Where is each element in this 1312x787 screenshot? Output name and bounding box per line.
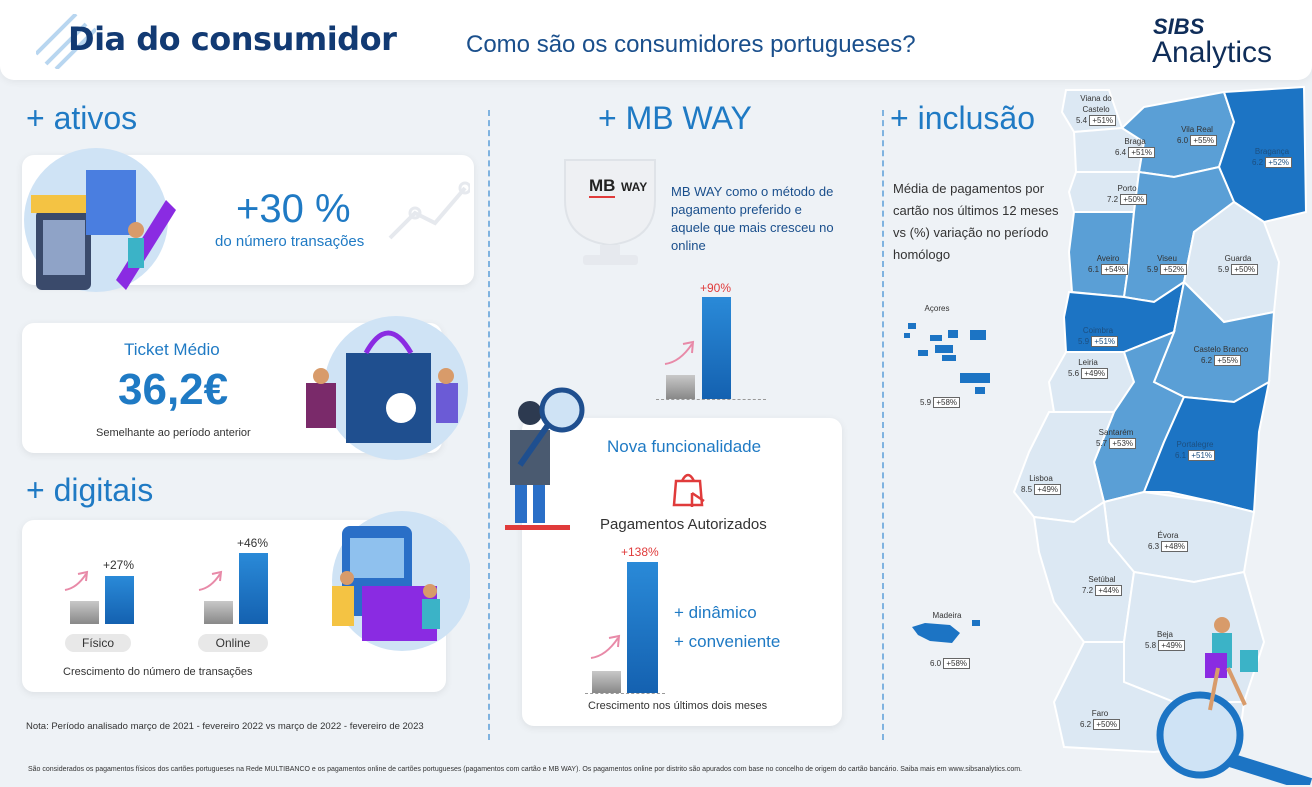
section-title-inclusao: + inclusão <box>890 100 1035 136</box>
mbway-bar-before <box>666 375 695 399</box>
acores-map <box>904 323 990 394</box>
district-label-lisboa: Lisboa 8.5 +49% <box>1016 473 1066 495</box>
district-label-beja: Beja 5.8 +49% <box>1137 629 1193 651</box>
district-label-setubal: Setúbal 7.2 +44% <box>1074 574 1130 596</box>
ativos-stat-value: +30 % <box>236 187 351 231</box>
shopping-bag-click-icon <box>672 473 705 507</box>
fisico-pct: +27% <box>103 558 135 572</box>
online-shopping-illustration <box>332 511 470 651</box>
logo-sibs: SIBS <box>1153 14 1205 39</box>
madeira-value: 6.0 +58% <box>925 658 975 669</box>
district-label-evora: Évora 6.3 +48% <box>1140 530 1196 552</box>
page-subtitle: Como são os consumidores portugueses? <box>466 31 916 58</box>
district-label-aveiro: Aveiro 6.1 +54% <box>1083 253 1133 275</box>
section-title-digitais: + digitais <box>26 472 154 508</box>
mbway-logo-way: WAY <box>621 180 648 194</box>
feature-title: Nova funcionalidade <box>607 437 762 456</box>
district-label-coimbra: Coimbra 5.9 +51% <box>1070 325 1126 347</box>
acores-name: Açores <box>924 304 950 313</box>
trophy-icon <box>564 159 656 265</box>
digitais-caption: Crescimento do número de transações <box>63 666 253 678</box>
ticket-value: 36,2€ <box>118 365 229 414</box>
fisico-bar-after <box>105 576 134 624</box>
mbway-description: MB WAY como o método de pagamento prefer… <box>671 184 834 253</box>
footnote: Nota: Período analisado março de 2021 - … <box>26 721 424 732</box>
district-label-porto: Porto 7.2 +50% <box>1102 183 1152 205</box>
district-label-braga: Braga 6.4 +51% <box>1110 136 1160 158</box>
mbway-growth-pct: +90% <box>700 281 732 295</box>
page-title: Dia do consumidor <box>68 20 397 58</box>
ticket-title: Ticket Médio <box>124 340 220 359</box>
district-label-guarda: Guarda 5.9 +50% <box>1210 253 1266 275</box>
feature-caption: Crescimento nos últimos dois meses <box>588 700 768 712</box>
ativos-stat-caption: do número transações <box>215 233 365 250</box>
feature-pct: +138% <box>621 545 659 559</box>
district-label-faro: Faro 6.2 +50% <box>1072 708 1128 730</box>
madeira-name: Madeira <box>932 611 962 620</box>
arrow-up-icon <box>590 634 621 659</box>
magnifier-person-illustration <box>505 387 585 530</box>
district-label-viseu: Viseu 5.9 +52% <box>1142 253 1192 275</box>
section-title-mbway: + MB WAY <box>598 100 752 136</box>
trend-line-icon <box>388 181 470 240</box>
shopping-phone-illustration <box>24 148 176 292</box>
baseline <box>585 693 665 694</box>
footer-disclaimer: São considerados os pagamentos físicos d… <box>28 766 1022 773</box>
acores-value: 5.9 +58% <box>915 397 965 408</box>
online-bar-after <box>239 553 268 624</box>
header-bar <box>0 0 1312 80</box>
district-label-castelo-branco: Castelo Branco 6.2 +55% <box>1193 345 1249 366</box>
divider-right <box>882 110 884 740</box>
section-title-ativos: + ativos <box>26 100 138 136</box>
feature-bullet-conveniente: + conveniente <box>674 632 781 651</box>
feature-bar-after <box>627 562 658 693</box>
divider-left <box>488 110 490 740</box>
district-label-braganca: Bragança 6.2 +52% <box>1244 146 1300 168</box>
stripes-decoration <box>36 14 96 69</box>
district-label-leiria: Leiria 5.6 +49% <box>1063 357 1113 379</box>
shopper-magnifier-illustration <box>1156 617 1312 785</box>
baseline <box>656 399 766 400</box>
arrow-up-icon <box>64 570 89 591</box>
district-label-portalegre: Portalegre 6.1 +51% <box>1174 440 1216 461</box>
mbway-bar-after <box>702 297 731 399</box>
ticket-caption: Semelhante ao período anterior <box>96 427 251 439</box>
feature-card <box>522 418 842 726</box>
online-bar-before <box>204 601 233 624</box>
feature-bullet-dinamico: + dinâmico <box>674 603 757 622</box>
feature-name: Pagamentos Autorizados <box>600 516 767 533</box>
inclusao-description: Média de pagamentos por cartão nos últim… <box>893 181 1059 262</box>
feature-bar-before <box>592 671 621 693</box>
district-label-viana: Viana do Castelo 5.4 +51% <box>1066 93 1126 126</box>
district-label-vila-real: Vila Real 6.0 +55% <box>1172 124 1222 146</box>
mbway-logo-mb: MB <box>589 176 616 198</box>
fisico-bar-before <box>70 601 99 624</box>
fisico-label: Físico <box>65 634 131 652</box>
shopping-bags-illustration <box>306 316 468 460</box>
online-pct: +46% <box>237 536 269 550</box>
online-label: Online <box>198 634 268 652</box>
logo-analytics: Analytics <box>1152 36 1273 69</box>
arrow-up-icon <box>198 570 223 591</box>
district-label-santarem: Santarém 5.7 +53% <box>1088 427 1144 449</box>
madeira-map <box>912 620 980 643</box>
arrow-up-icon <box>664 340 695 365</box>
